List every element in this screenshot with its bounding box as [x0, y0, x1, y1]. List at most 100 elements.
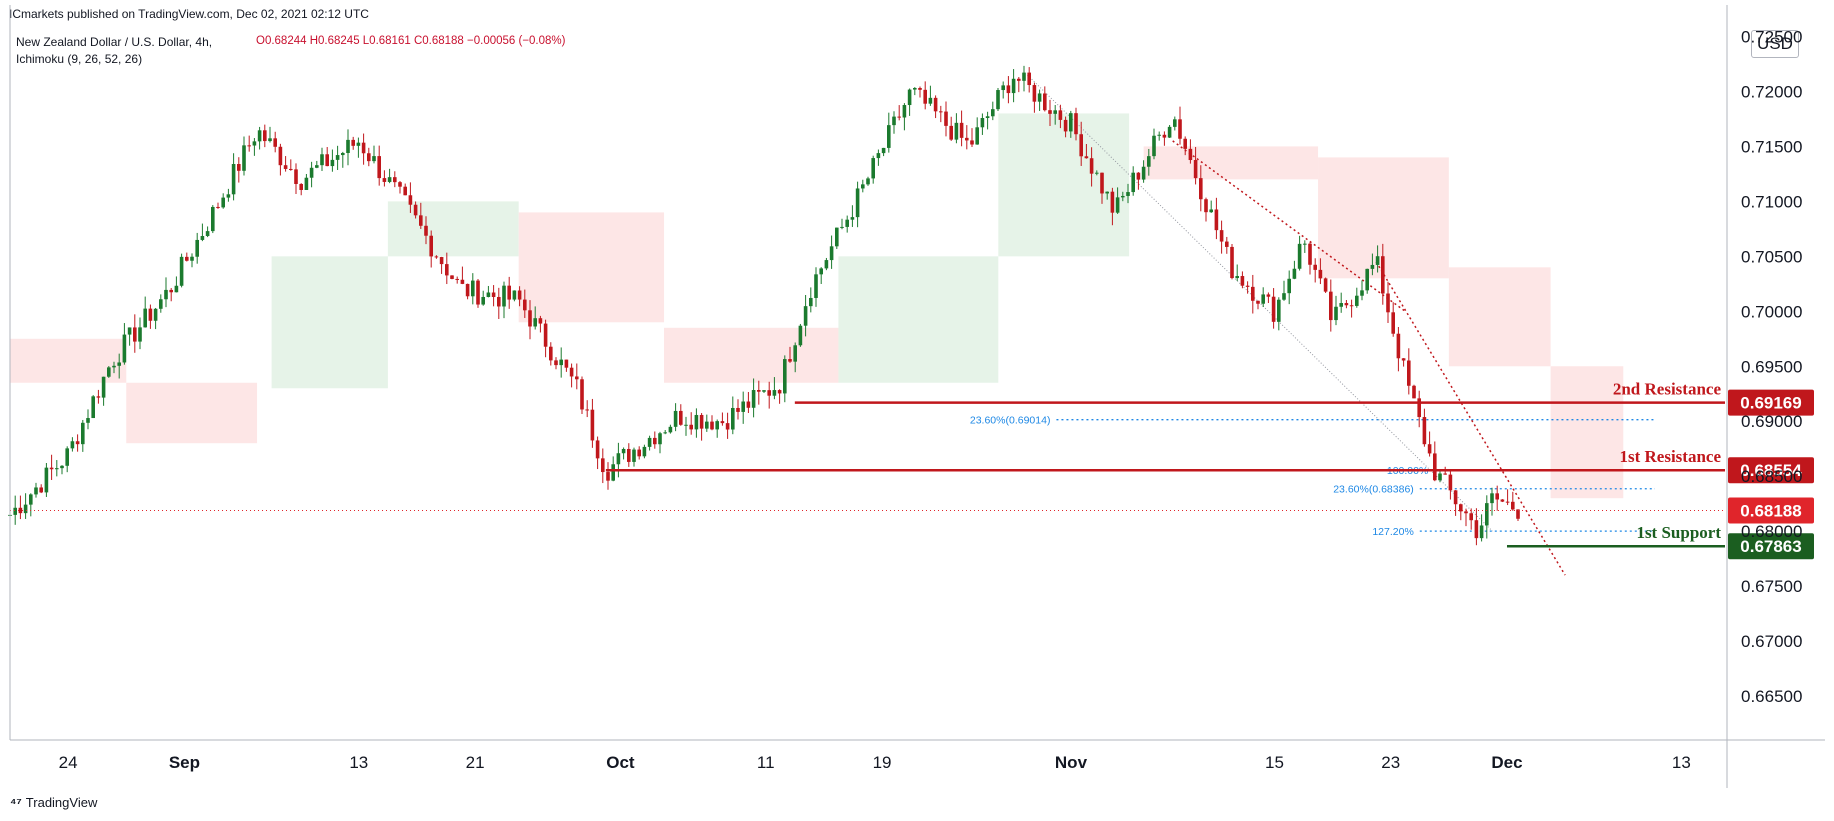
- candle-body: [434, 256, 439, 258]
- candle-body: [601, 458, 605, 473]
- candle-body: [1147, 156, 1151, 167]
- candle-body: [523, 299, 527, 311]
- candle-body: [1401, 358, 1406, 361]
- candle-body: [330, 159, 335, 167]
- x-tick-label: Sep: [169, 753, 200, 772]
- candle-body: [991, 109, 995, 117]
- candle-body: [1495, 493, 1499, 500]
- candle-body: [294, 169, 298, 184]
- x-tick-label: Dec: [1491, 753, 1522, 772]
- candle-body: [356, 142, 361, 146]
- x-tick-label: 19: [873, 753, 892, 772]
- cloud-bull: [998, 113, 1130, 257]
- fib-label: 23.60%(0.69014): [970, 415, 1051, 427]
- candle-body: [679, 410, 683, 425]
- candle-body: [1115, 197, 1120, 213]
- candle-body: [653, 437, 657, 445]
- candle-body: [528, 310, 532, 327]
- candle-body: [283, 165, 288, 169]
- candle-body: [237, 164, 241, 171]
- candle-body: [221, 197, 225, 208]
- candle-body: [658, 433, 662, 445]
- x-tick-label: 13: [349, 753, 368, 772]
- candle-body: [1459, 504, 1463, 512]
- cloud-bear: [10, 338, 127, 383]
- candle-body: [476, 280, 480, 305]
- candle-body: [538, 318, 543, 324]
- candle-body: [564, 359, 569, 368]
- indicator-label: Ichimoku (9, 26, 52, 26): [16, 52, 143, 66]
- cloud-bull: [271, 256, 388, 389]
- candle-body: [1141, 166, 1146, 180]
- candle-body: [1448, 474, 1453, 491]
- candle-body: [341, 152, 345, 156]
- candle-body: [1017, 78, 1021, 81]
- candle-body: [897, 116, 901, 118]
- candle-body: [725, 423, 730, 430]
- candle-body: [918, 87, 922, 90]
- candle-body: [798, 325, 803, 346]
- candle-body: [1183, 138, 1187, 149]
- x-tick-label: 15: [1265, 753, 1284, 772]
- candle-body: [1303, 243, 1307, 245]
- candle-body: [367, 153, 371, 162]
- candle-body: [1339, 303, 1343, 307]
- candle-body: [1032, 85, 1037, 102]
- candle-body: [1381, 256, 1385, 294]
- level-price-tag: [1728, 457, 1814, 484]
- candle-body: [1199, 178, 1203, 200]
- axes: 0.72500 0.72000 0.71500 0.71000 0.70500 0.700…: [9, 5, 1825, 788]
- candle-body: [1126, 192, 1130, 196]
- candle-body: [65, 448, 69, 466]
- candle-body: [408, 195, 413, 205]
- candle-body: [289, 168, 293, 170]
- candle-body: [44, 467, 49, 493]
- candle-body: [143, 308, 147, 328]
- candle-body: [1037, 93, 1042, 102]
- candle-body: [179, 256, 184, 286]
- candle-body: [1043, 93, 1047, 111]
- candle-body: [1235, 276, 1239, 279]
- candle-body: [1308, 243, 1312, 265]
- candle-body: [481, 296, 485, 305]
- x-tick-label: 24: [59, 753, 78, 772]
- candle-body: [575, 376, 579, 380]
- candle-body: [13, 507, 17, 515]
- candle-body: [694, 414, 699, 430]
- candle-body: [1485, 503, 1489, 526]
- candle-body: [112, 365, 116, 368]
- candle-body: [1318, 269, 1323, 279]
- candle-body: [543, 323, 548, 347]
- candle-body: [387, 177, 392, 182]
- cloud-bear: [126, 382, 258, 444]
- candle-body: [855, 188, 860, 218]
- candle-body: [216, 206, 220, 208]
- candle-body: [439, 257, 444, 265]
- currency-selector[interactable]: USD: [1751, 30, 1799, 58]
- tradingview-logo-icon: ⁴⁷: [10, 795, 22, 810]
- candle-body: [377, 156, 381, 179]
- y-tick-label: 0.68000: [1741, 522, 1802, 541]
- candle-body: [913, 87, 917, 90]
- candle-body: [1027, 72, 1031, 86]
- candle-body: [127, 327, 132, 335]
- candle-body: [257, 130, 262, 142]
- candle-body: [715, 421, 719, 430]
- candle-body: [1006, 85, 1011, 94]
- candle-body: [689, 424, 693, 430]
- y-tick-label: 0.71500: [1741, 137, 1802, 156]
- cloud-bear: [1143, 146, 1319, 180]
- y-tick-label: 0.69500: [1741, 357, 1802, 376]
- candle-body: [1173, 119, 1177, 127]
- candle-body: [1131, 172, 1135, 193]
- candle-body: [793, 345, 797, 362]
- candle-body: [1240, 276, 1245, 286]
- candle-body: [429, 235, 433, 257]
- candle-body: [777, 390, 782, 394]
- candle-body: [1287, 278, 1291, 294]
- ichimoku-cloud: [10, 113, 1624, 499]
- tradingview-brand[interactable]: ⁴⁷ TradingView: [10, 795, 97, 810]
- candle-body: [231, 164, 236, 195]
- y-tick-label: 0.72000: [1741, 82, 1802, 101]
